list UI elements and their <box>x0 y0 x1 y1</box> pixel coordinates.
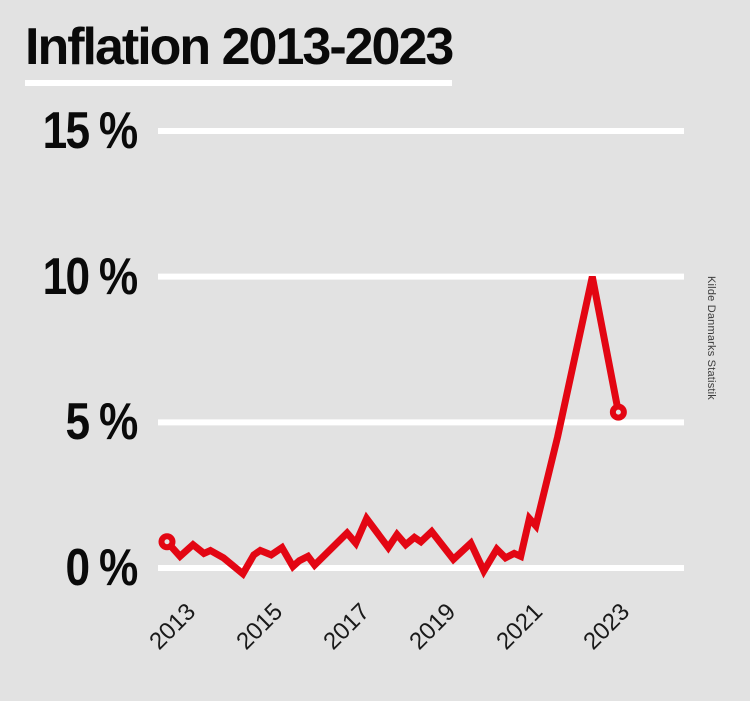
y-axis-tick-label: 5 % <box>65 393 139 452</box>
chart-title: Inflation 2013-2023 <box>25 18 454 76</box>
title-underline <box>25 80 452 86</box>
y-axis-tick-label: 10 % <box>43 247 139 306</box>
inflation-line <box>164 275 622 580</box>
source-note: Kilde Danmarks Statistik <box>705 275 717 401</box>
end-point-marker <box>609 403 627 421</box>
y-axis-tick-label: 15 % <box>43 102 139 160</box>
start-point-marker <box>158 533 176 551</box>
y-axis-tick-label: 0 % <box>65 539 139 597</box>
